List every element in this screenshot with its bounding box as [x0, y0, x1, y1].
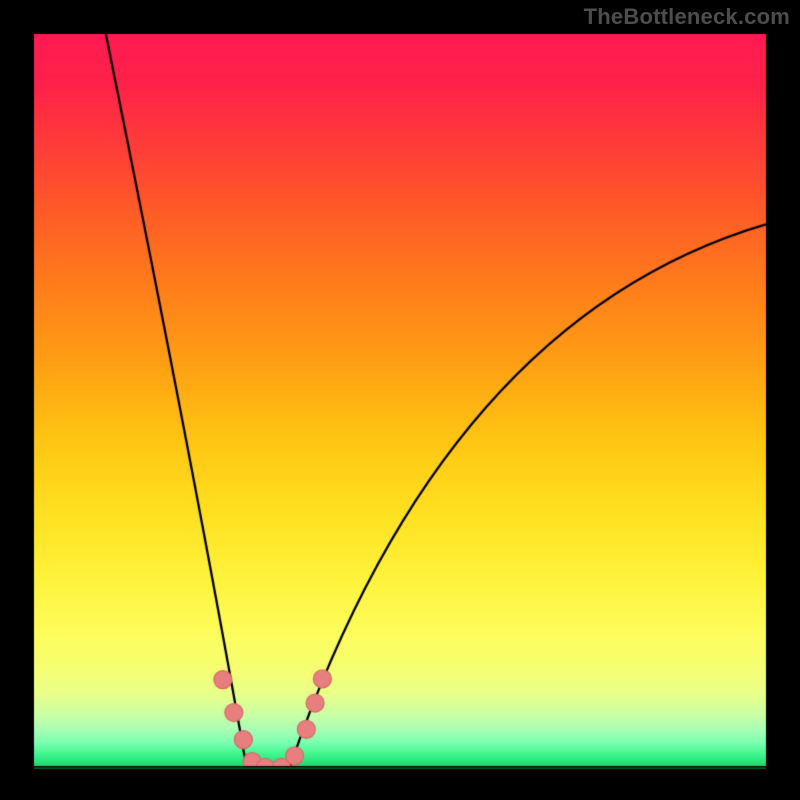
chart-stage: TheBottleneck.com — [0, 0, 800, 800]
bottleneck-chart-canvas — [0, 0, 800, 800]
watermark-label: TheBottleneck.com — [584, 4, 790, 30]
